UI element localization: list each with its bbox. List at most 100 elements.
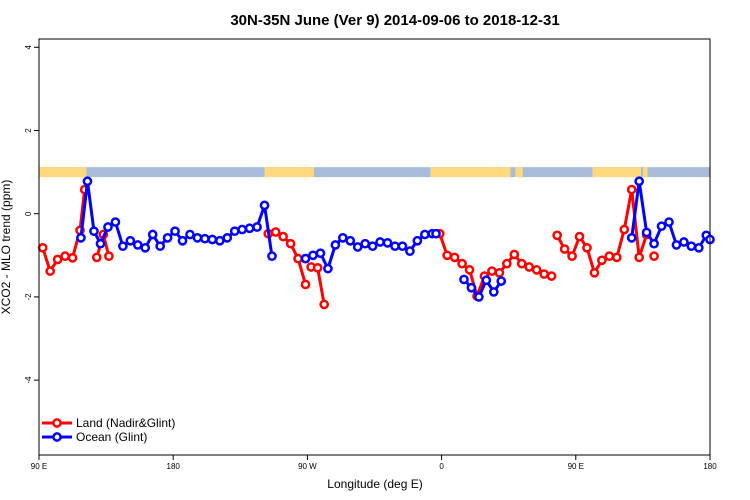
data-point (649, 238, 659, 249)
data-point (237, 224, 248, 235)
data-point (37, 242, 48, 253)
legend-label-land: Land (Nadir&Glint) (76, 416, 175, 430)
data-point (634, 252, 645, 263)
data-point (539, 269, 549, 279)
data-point (567, 251, 577, 262)
x-tick-label: 180 (167, 462, 181, 471)
data-point (552, 230, 563, 241)
data-point (546, 271, 557, 281)
data-point (664, 217, 674, 227)
data-point (509, 249, 520, 260)
y-tick-label: -2 (24, 293, 33, 301)
land-band-segment (592, 167, 642, 178)
data-point (464, 265, 475, 275)
data-point (91, 252, 102, 263)
data-point (457, 258, 467, 269)
data-point (360, 238, 371, 249)
data-point (192, 232, 203, 243)
data-point (375, 237, 385, 247)
y-tick-label: -4 (24, 376, 33, 384)
data-point (693, 242, 704, 253)
data-point (397, 241, 408, 252)
x-axis-label: Longitude (deg E) (327, 477, 422, 491)
data-point (104, 251, 114, 262)
data-point (442, 250, 453, 261)
data-point (337, 232, 348, 243)
data-point (626, 232, 637, 243)
data-point (214, 235, 225, 246)
series-line (630, 179, 708, 250)
x-tick-label: 180 (703, 462, 717, 471)
data-point (293, 253, 303, 264)
data-point (481, 275, 492, 286)
data-point (582, 242, 592, 253)
data-point (312, 262, 323, 273)
data-point (474, 292, 484, 302)
data-point (459, 274, 469, 285)
data-point (531, 265, 542, 275)
y-tick-label: 2 (24, 128, 33, 133)
data-point (634, 176, 645, 187)
data-point (352, 242, 363, 252)
series-ocean (76, 176, 715, 302)
ocean-band (39, 167, 710, 178)
land-band-segment (642, 167, 648, 178)
plot-frame (38, 38, 711, 456)
data-point (524, 262, 535, 272)
y-axis: -4 -2 0 2 4 (24, 45, 39, 384)
data-point (185, 229, 195, 240)
data-point (449, 252, 460, 263)
data-point (132, 240, 143, 250)
data-point (367, 241, 378, 252)
data-point (330, 240, 341, 250)
data-point (89, 226, 99, 237)
data-point (488, 287, 499, 297)
data-point (604, 251, 615, 262)
data-point (103, 222, 113, 232)
data-point (405, 246, 415, 257)
y-tick-label: 0 (24, 211, 33, 216)
data-point (345, 235, 356, 246)
data-point (412, 235, 423, 246)
series-line (79, 179, 274, 257)
data-point (679, 237, 689, 247)
land-ocean-band (39, 167, 710, 178)
data-point (656, 221, 667, 232)
legend-label-ocean: Ocean (Glint) (76, 430, 147, 444)
data-point (649, 251, 659, 262)
data-point (487, 266, 497, 276)
data-point (155, 241, 166, 252)
x-tick-label: 90 E (568, 462, 584, 471)
data-point (559, 244, 570, 254)
data-point (95, 238, 106, 249)
data-point (252, 222, 262, 232)
data-point (308, 250, 318, 261)
data-point (207, 234, 218, 245)
data-point (110, 217, 121, 227)
y-axis-label: XCO2 - MLO trend (ppm) (0, 180, 13, 315)
series-layer (37, 176, 715, 310)
y-tick-label: 4 (24, 45, 33, 50)
land-band-segment (264, 167, 314, 178)
data-point (626, 184, 637, 195)
data-point (67, 252, 78, 263)
data-point (60, 251, 70, 262)
data-point (501, 258, 512, 269)
data-point (315, 248, 326, 259)
data-point (285, 238, 296, 249)
data-point (76, 232, 86, 243)
data-point (574, 231, 585, 242)
data-point (244, 223, 255, 234)
data-point (222, 232, 233, 243)
data-point (431, 228, 441, 239)
land-band-segment (430, 167, 511, 178)
data-point (267, 251, 277, 262)
legend-marker-land (52, 418, 62, 428)
data-point (494, 267, 505, 278)
data-point (118, 241, 128, 252)
chart-title: 30N-35N June (Ver 9) 2014-09-06 to 2018-… (230, 12, 559, 29)
data-point (147, 229, 158, 240)
data-point (619, 224, 630, 235)
data-point (671, 240, 682, 250)
